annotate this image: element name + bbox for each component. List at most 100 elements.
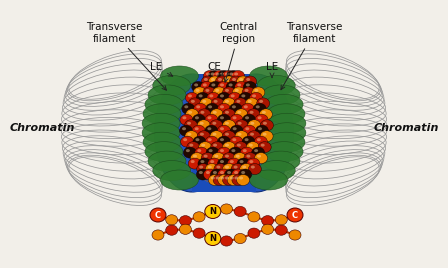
Ellipse shape xyxy=(188,111,192,114)
Ellipse shape xyxy=(220,83,224,87)
Ellipse shape xyxy=(276,225,287,235)
Ellipse shape xyxy=(220,204,233,214)
Ellipse shape xyxy=(200,122,204,125)
Ellipse shape xyxy=(257,155,261,158)
Ellipse shape xyxy=(231,149,235,152)
Ellipse shape xyxy=(257,138,261,141)
Ellipse shape xyxy=(195,138,199,141)
Ellipse shape xyxy=(186,149,190,152)
Ellipse shape xyxy=(223,109,236,120)
Ellipse shape xyxy=(225,177,229,180)
Ellipse shape xyxy=(227,171,231,174)
Ellipse shape xyxy=(192,125,205,136)
Ellipse shape xyxy=(211,177,215,180)
Ellipse shape xyxy=(205,232,221,245)
Ellipse shape xyxy=(242,136,255,147)
Ellipse shape xyxy=(201,76,214,87)
Ellipse shape xyxy=(225,155,229,158)
Ellipse shape xyxy=(246,142,259,153)
Ellipse shape xyxy=(201,144,205,147)
Ellipse shape xyxy=(194,103,207,114)
Ellipse shape xyxy=(213,171,217,174)
Ellipse shape xyxy=(207,116,211,119)
Ellipse shape xyxy=(219,74,293,192)
Ellipse shape xyxy=(206,147,219,158)
Ellipse shape xyxy=(268,113,306,133)
Ellipse shape xyxy=(230,136,243,147)
Text: Transverse
filament: Transverse filament xyxy=(86,22,166,90)
Ellipse shape xyxy=(235,120,248,131)
Ellipse shape xyxy=(233,152,246,163)
Text: Central
region: Central region xyxy=(220,22,258,82)
Ellipse shape xyxy=(206,171,210,174)
Ellipse shape xyxy=(225,100,229,103)
Ellipse shape xyxy=(252,94,256,97)
Ellipse shape xyxy=(267,132,305,152)
Ellipse shape xyxy=(185,109,198,120)
Ellipse shape xyxy=(214,163,227,174)
Ellipse shape xyxy=(208,166,212,169)
Ellipse shape xyxy=(240,163,253,174)
Ellipse shape xyxy=(188,94,192,97)
Ellipse shape xyxy=(252,147,265,158)
Ellipse shape xyxy=(215,177,220,180)
Text: Chromatin: Chromatin xyxy=(9,123,75,133)
Ellipse shape xyxy=(213,174,226,185)
Ellipse shape xyxy=(237,174,250,185)
Ellipse shape xyxy=(259,109,272,120)
Ellipse shape xyxy=(207,92,220,103)
Ellipse shape xyxy=(143,104,181,124)
Ellipse shape xyxy=(229,76,242,87)
Ellipse shape xyxy=(148,151,186,171)
Ellipse shape xyxy=(213,87,226,98)
Ellipse shape xyxy=(253,103,266,114)
Ellipse shape xyxy=(207,233,219,244)
Ellipse shape xyxy=(208,158,221,169)
Ellipse shape xyxy=(184,105,188,108)
Ellipse shape xyxy=(225,111,229,114)
Ellipse shape xyxy=(190,144,193,147)
Ellipse shape xyxy=(245,89,249,92)
Ellipse shape xyxy=(218,174,231,185)
Ellipse shape xyxy=(191,160,194,163)
Text: CE: CE xyxy=(207,62,223,75)
Ellipse shape xyxy=(214,100,218,103)
Ellipse shape xyxy=(203,87,216,98)
Ellipse shape xyxy=(216,166,220,169)
Ellipse shape xyxy=(239,177,243,180)
Ellipse shape xyxy=(254,89,258,92)
Ellipse shape xyxy=(268,123,306,143)
Ellipse shape xyxy=(247,158,260,169)
Ellipse shape xyxy=(180,114,193,125)
Ellipse shape xyxy=(195,116,199,119)
Ellipse shape xyxy=(229,147,242,158)
Ellipse shape xyxy=(244,76,257,87)
Ellipse shape xyxy=(153,76,191,95)
Ellipse shape xyxy=(193,155,197,158)
Ellipse shape xyxy=(205,125,218,136)
Ellipse shape xyxy=(241,94,246,97)
Ellipse shape xyxy=(211,169,224,180)
Ellipse shape xyxy=(223,131,236,142)
Ellipse shape xyxy=(220,116,224,119)
Ellipse shape xyxy=(237,133,241,136)
Ellipse shape xyxy=(166,225,178,235)
Ellipse shape xyxy=(250,160,254,163)
Ellipse shape xyxy=(211,98,224,109)
Ellipse shape xyxy=(233,127,237,130)
Ellipse shape xyxy=(248,120,261,131)
Ellipse shape xyxy=(258,127,262,130)
Ellipse shape xyxy=(276,215,287,225)
Ellipse shape xyxy=(246,78,250,81)
Ellipse shape xyxy=(248,100,252,103)
Ellipse shape xyxy=(251,166,255,169)
Ellipse shape xyxy=(263,133,267,136)
Ellipse shape xyxy=(223,163,236,174)
Ellipse shape xyxy=(225,166,229,169)
Ellipse shape xyxy=(236,155,240,158)
Ellipse shape xyxy=(223,152,236,163)
Ellipse shape xyxy=(195,147,208,158)
Ellipse shape xyxy=(142,113,180,133)
Ellipse shape xyxy=(245,138,249,141)
Ellipse shape xyxy=(220,177,224,180)
